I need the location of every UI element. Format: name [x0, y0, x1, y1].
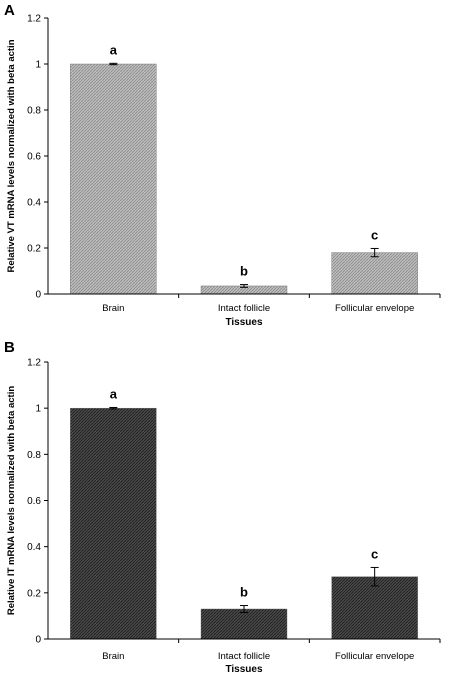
x-category-label: Follicular envelope [335, 651, 414, 662]
y-tick-label: 0 [35, 290, 41, 301]
y-tick-label: 1 [35, 60, 41, 71]
x-category-label: Brain [102, 303, 124, 314]
y-tick-label: 0.4 [27, 198, 41, 209]
x-category-label: Brain [102, 651, 124, 662]
significance-label: c [371, 546, 378, 561]
significance-label: a [110, 42, 118, 57]
y-tick-label: 0.6 [27, 152, 41, 163]
panel-b: B 0 0.2 0.4 0.6 0.8 1 1.2 a b c Brain Intact foll… [4, 339, 441, 675]
x-axis-title: Tissues [225, 317, 262, 328]
y-axis-title: Relative VT mRNA levels normalized with … [6, 39, 17, 272]
bar [331, 576, 418, 640]
bar [70, 63, 157, 295]
y-tick-label: 0.6 [27, 496, 41, 507]
significance-label: b [240, 585, 248, 600]
y-tick-label: 0.4 [27, 542, 41, 553]
panel-a-letter: A [4, 2, 15, 19]
y-axis-title: Relative IT mRNA levels normalized with … [6, 386, 17, 615]
bar [70, 407, 157, 640]
y-tick-label: 0.8 [27, 106, 41, 117]
y-tick-label: 0.2 [27, 588, 41, 599]
y-tick-label: 0.8 [27, 450, 41, 461]
x-category-label: Intact follicle [218, 303, 270, 314]
y-tick-label: 1.2 [27, 14, 41, 25]
significance-label: a [110, 386, 118, 401]
y-tick-label: 0 [35, 635, 41, 646]
significance-label: b [240, 264, 248, 279]
x-category-label: Intact follicle [218, 651, 270, 662]
x-axis-title: Tissues [225, 664, 262, 675]
bar [331, 252, 418, 295]
y-tick-label: 1 [35, 404, 41, 415]
y-tick-label: 1.2 [27, 358, 41, 369]
bar [200, 608, 288, 640]
y-tick-label: 0.2 [27, 244, 41, 255]
x-category-label: Follicular envelope [335, 303, 414, 314]
significance-label: c [371, 227, 378, 242]
panel-b-letter: B [4, 339, 15, 356]
panel-a: A 0 0.2 0.4 0.6 0.8 1 1.2 a b c Brain Intact foll… [4, 2, 441, 328]
